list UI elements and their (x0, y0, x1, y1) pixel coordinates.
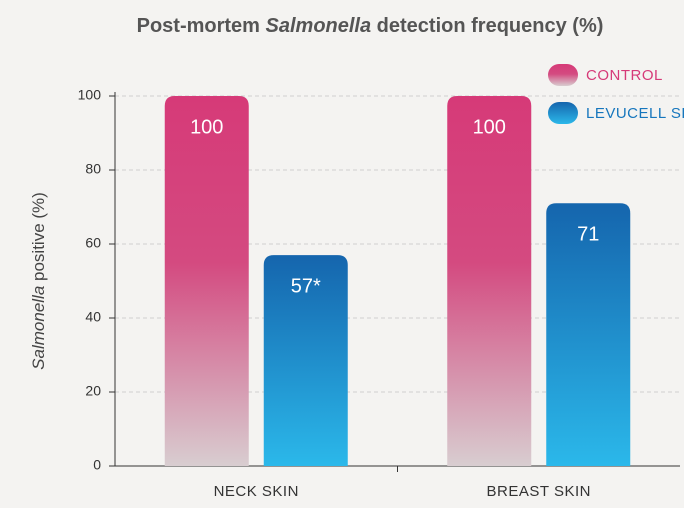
chart: Post-mortem Salmonella detection frequen… (0, 0, 684, 508)
value-label: 71 (577, 224, 599, 246)
legend-swatch (548, 64, 578, 86)
y-axis-label: Salmonella positive (%) (29, 192, 48, 370)
page: {"chart_data": {"type": "bar", "title": … (0, 0, 684, 508)
y-tick-label: 40 (85, 309, 101, 325)
y-tick-label: 0 (93, 457, 101, 473)
y-tick-label: 60 (85, 235, 101, 251)
value-label: 100 (190, 116, 223, 138)
label-part: positive (%) (29, 192, 48, 286)
chart-title: Post-mortem Salmonella detection frequen… (137, 15, 604, 37)
title-part: Salmonella (266, 15, 372, 37)
legend-label: LEVUCELL SB (586, 105, 684, 122)
title-part: Post-mortem (137, 15, 266, 37)
x-tick-label: BREAST SKIN (487, 483, 591, 500)
y-tick-label: 20 (85, 383, 101, 399)
legend-swatch (548, 102, 578, 124)
y-tick-label: 100 (78, 87, 102, 103)
x-tick-label: NECK SKIN (214, 483, 299, 500)
title-part: detection frequency (%) (371, 15, 603, 37)
legend-label: CONTROL (586, 67, 663, 84)
bar (165, 96, 249, 466)
value-label: 100 (473, 116, 506, 138)
y-tick-label: 80 (85, 161, 101, 177)
value-label: 57* (291, 275, 321, 297)
label-part: Salmonella (29, 286, 48, 370)
bar (447, 96, 531, 466)
